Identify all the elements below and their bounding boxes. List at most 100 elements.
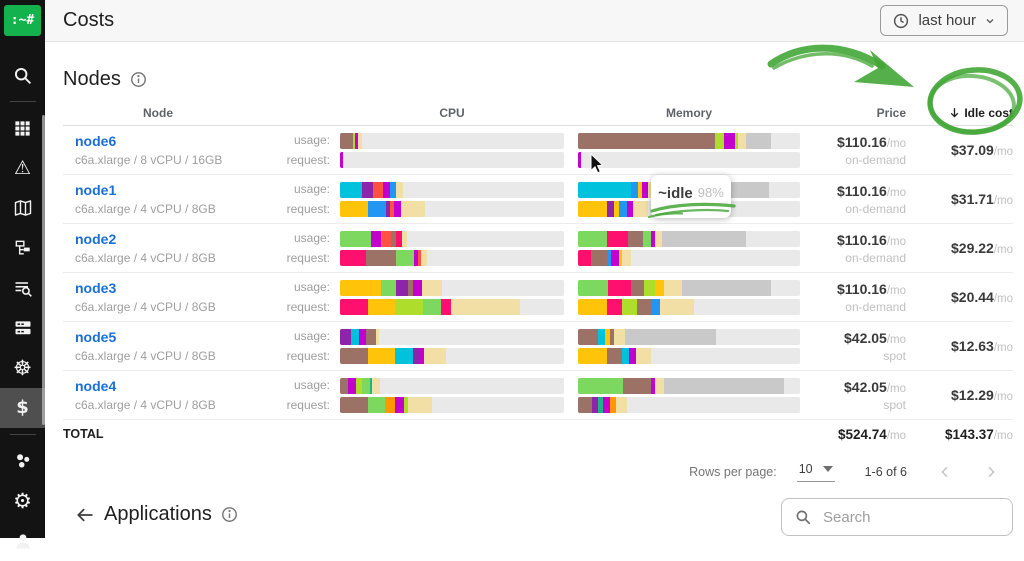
request-label: request: <box>286 300 330 314</box>
rows-per-page-select[interactable]: 10 <box>796 462 835 482</box>
sidebar-item-audit[interactable] <box>0 268 45 308</box>
clock-icon <box>894 13 909 28</box>
cpu-bars <box>340 230 564 266</box>
usage-label: usage: <box>293 329 330 343</box>
node-spec: c6a.xlarge / 4 vCPU / 8GB <box>75 398 216 412</box>
billing-type: spot <box>883 397 906 412</box>
dollar-icon: $ <box>16 397 29 418</box>
cpu-request-bar[interactable] <box>340 200 564 217</box>
cpu-usage-bar[interactable] <box>340 279 564 296</box>
memory-request-bar[interactable] <box>578 151 800 168</box>
nodes-title: Nodes <box>63 68 121 90</box>
servers-icon <box>15 321 30 335</box>
usage-label: usage: <box>293 378 330 392</box>
price-cell: $110.16/mo on-demand <box>800 232 906 265</box>
node-link[interactable]: node2 <box>75 231 117 247</box>
info-icon[interactable] <box>130 71 147 88</box>
time-range-label: last hour <box>918 12 976 29</box>
page-title: Costs <box>63 9 115 31</box>
price-cell: $110.16/mo on-demand <box>800 134 906 167</box>
memory-request-bar[interactable] <box>578 298 800 315</box>
node-link[interactable]: node6 <box>75 133 117 149</box>
memory-usage-bar[interactable] <box>578 132 800 149</box>
request-label: request: <box>286 349 330 363</box>
memory-usage-bar[interactable] <box>578 279 800 296</box>
app-logo[interactable]: :~# <box>4 5 41 36</box>
col-header-cpu[interactable]: CPU <box>439 105 465 120</box>
sidebar-item-alerts[interactable]: ⚠ <box>0 148 45 188</box>
map-icon <box>14 200 31 216</box>
memory-request-bar[interactable] <box>578 347 800 364</box>
memory-request-bar[interactable] <box>578 249 800 266</box>
idle-tooltip-value: 98% <box>697 185 724 200</box>
back-arrow-icon[interactable] <box>75 505 95 525</box>
idle-cost-cell: $12.63/mo <box>951 338 1013 354</box>
applications-search <box>781 498 1013 536</box>
sidebar-item-clusters[interactable] <box>0 441 45 481</box>
cpu-request-bar[interactable] <box>340 347 564 364</box>
cpu-request-bar[interactable] <box>340 298 564 315</box>
costs-page: { "header": { "title": "Costs", "time_ra… <box>0 0 1024 549</box>
sidebar-nav: ⚠ ☸ $ ⚙ <box>0 55 45 561</box>
cpu-request-bar[interactable] <box>340 151 564 168</box>
memory-usage-bar[interactable] <box>578 230 800 247</box>
memory-bars <box>578 328 800 364</box>
sidebar-item-settings[interactable]: ⚙ <box>0 481 45 521</box>
sidebar-item-map[interactable] <box>0 188 45 228</box>
billing-type: on-demand <box>845 250 906 265</box>
cpu-usage-bar[interactable] <box>340 181 564 198</box>
sidebar-item-reports[interactable] <box>0 228 45 268</box>
previous-page-button[interactable] <box>937 464 953 480</box>
search-icon <box>14 67 32 84</box>
cpu-usage-bar[interactable] <box>340 328 564 345</box>
col-header-memory[interactable]: Memory <box>665 105 712 120</box>
marker-arrowhead <box>854 50 914 87</box>
rows-per-page-label: Rows per page: <box>689 465 777 479</box>
cpu-bars <box>340 132 564 168</box>
pagination: Rows per page: 10 1-6 of 6 <box>63 458 999 486</box>
sidebar: :~# ⚠ ☸ $ <box>0 0 45 549</box>
node-link[interactable]: node5 <box>75 329 117 345</box>
sidebar-item-profile[interactable] <box>0 521 45 561</box>
sidebar-divider <box>9 434 36 435</box>
sidebar-scrollbar[interactable] <box>42 115 45 425</box>
sidebar-item-servers[interactable] <box>0 308 45 348</box>
time-range-button[interactable]: last hour <box>880 5 1008 36</box>
sidebar-divider <box>9 101 36 102</box>
memory-request-bar[interactable] <box>578 396 800 413</box>
list-search-icon <box>15 282 32 297</box>
sidebar-item-search[interactable] <box>0 55 45 95</box>
helm-wheel-icon: ☸ <box>13 355 32 380</box>
col-header-node[interactable]: Node <box>143 105 173 120</box>
table-row: node2 c6a.xlarge / 4 vCPU / 8GB usage: requ… <box>63 224 1013 273</box>
sort-desc-arrow-icon <box>951 108 959 118</box>
node-link[interactable]: node1 <box>75 182 117 198</box>
table-row: node4 c6a.xlarge / 4 vCPU / 8GB usage: requ… <box>63 371 1013 420</box>
cpu-usage-bar[interactable] <box>340 230 564 247</box>
request-label: request: <box>286 153 330 167</box>
memory-usage-bar[interactable] <box>578 377 800 394</box>
col-header-idle-cost[interactable]: Idle cost <box>906 106 1013 120</box>
info-icon[interactable] <box>221 506 238 523</box>
idle-cost-cell: $37.09/mo <box>951 142 1013 158</box>
col-header-price[interactable]: Price <box>876 105 906 120</box>
node-link[interactable]: node4 <box>75 378 117 394</box>
applications-section-header: Applications <box>75 503 238 526</box>
cpu-usage-bar[interactable] <box>340 377 564 394</box>
usage-label: usage: <box>293 280 330 294</box>
sidebar-item-costs[interactable]: $ <box>0 388 45 428</box>
search-input[interactable] <box>821 507 985 527</box>
table-row: node1 c6a.xlarge / 4 vCPU / 8GB usage: requ… <box>63 175 1013 224</box>
cpu-request-bar[interactable] <box>340 396 564 413</box>
node-link[interactable]: node3 <box>75 280 117 296</box>
next-page-button[interactable] <box>983 464 999 480</box>
nodes-table-body: node6 c6a.xlarge / 8 vCPU / 16GB usage: req… <box>63 126 1013 420</box>
cpu-bars <box>340 279 564 315</box>
sidebar-item-apps[interactable] <box>0 108 45 148</box>
cpu-usage-bar[interactable] <box>340 132 564 149</box>
sidebar-item-helm[interactable]: ☸ <box>0 348 45 388</box>
request-label: request: <box>286 202 330 216</box>
idle-cost-cell: $31.71/mo <box>951 191 1013 207</box>
memory-usage-bar[interactable] <box>578 328 800 345</box>
cpu-request-bar[interactable] <box>340 249 564 266</box>
